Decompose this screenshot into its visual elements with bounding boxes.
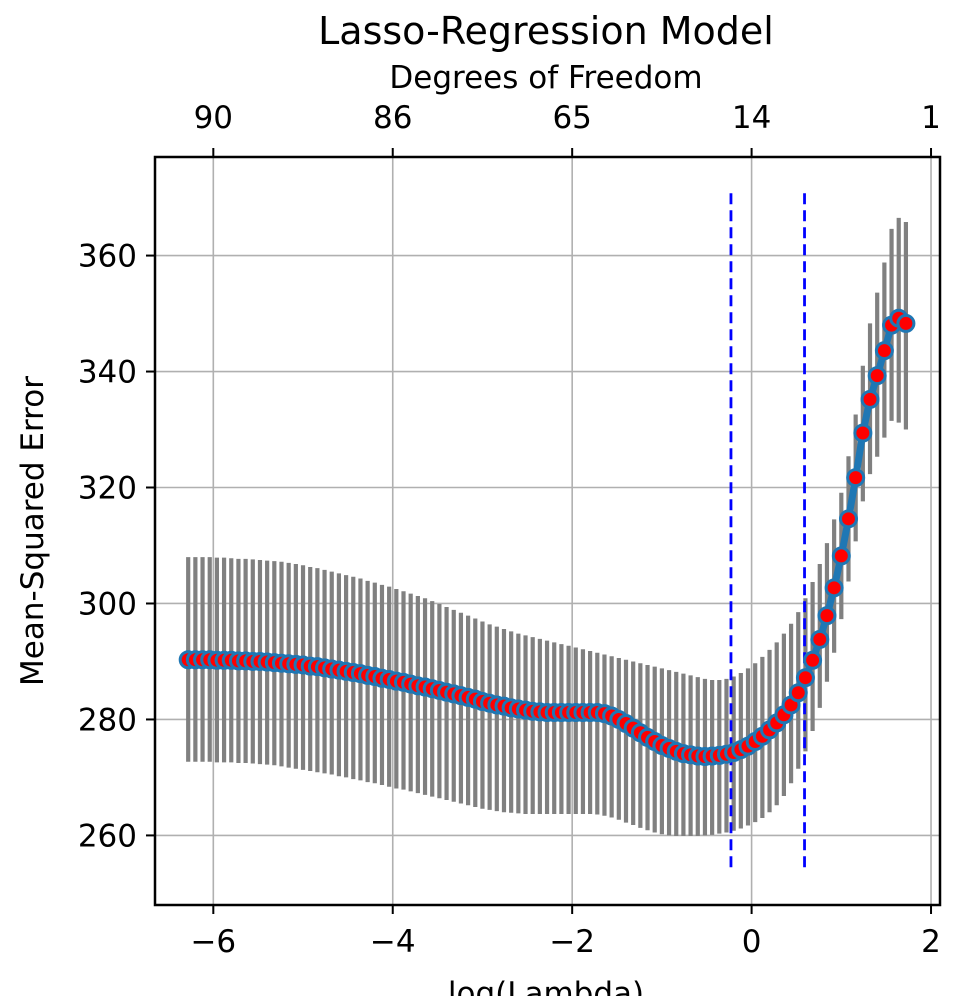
data-point — [838, 509, 858, 529]
markers — [178, 308, 916, 767]
data-point — [824, 578, 844, 598]
data-point — [803, 650, 823, 670]
tick-layer: −6 −4 −2 0 2 90 86 65 14 1 260 280 300 320 340 360 — [78, 100, 941, 960]
data-point — [788, 683, 808, 703]
y-tick-label: 300 — [78, 586, 137, 622]
y-tick-label: 340 — [78, 355, 137, 391]
data-point — [831, 546, 851, 566]
y-tick-label: 360 — [78, 239, 137, 275]
x-tick-label: −2 — [549, 924, 595, 960]
error-bars — [186, 217, 909, 836]
data-point — [853, 423, 873, 443]
x-tick-label: −4 — [370, 924, 416, 960]
data-point — [795, 668, 815, 688]
x-tick-label: 0 — [742, 924, 762, 960]
grid-layer — [155, 157, 940, 905]
y-tick-label: 260 — [78, 818, 137, 854]
data-point — [896, 313, 916, 333]
y-tick-label: 280 — [78, 702, 137, 738]
top-tick-label: 90 — [194, 100, 233, 136]
top-tick-label: 65 — [552, 100, 591, 136]
plot-frame — [153, 155, 942, 907]
top-tick-label: 14 — [732, 100, 771, 136]
data-point — [867, 366, 887, 386]
y-axis-label: Mean-Squared Error — [15, 376, 51, 686]
data-point — [846, 468, 866, 488]
top-tick-label: 86 — [373, 100, 412, 136]
x-tick-label: 2 — [921, 924, 941, 960]
data-point — [874, 341, 894, 361]
data-point — [817, 606, 837, 626]
data-point — [810, 629, 830, 649]
chart-title: Lasso-Regression Model — [318, 9, 774, 53]
top-axis-label: Degrees of Freedom — [389, 60, 702, 96]
data-point — [860, 389, 880, 409]
x-tick-label: −6 — [190, 924, 236, 960]
top-tick-label: 1 — [921, 100, 941, 136]
y-tick-label: 320 — [78, 471, 137, 507]
x-axis-label: log(Lambda) — [448, 976, 644, 996]
